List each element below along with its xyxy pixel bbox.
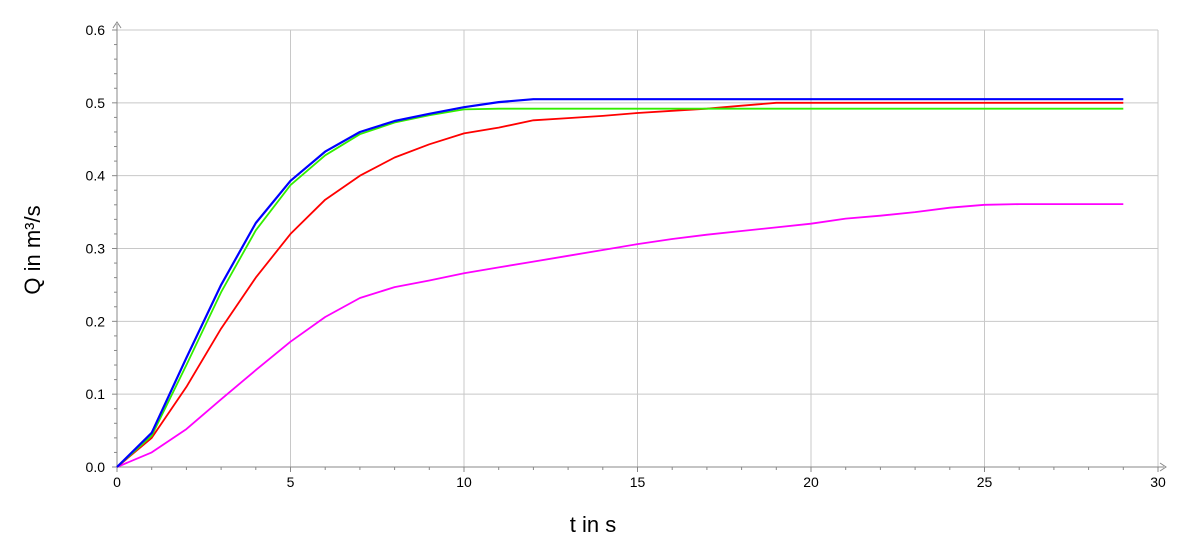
tick-labels: 0 5 10 15 20 25 30 0.0 0.1 0.2 0.3 0.4 0.5 0.6 — [86, 22, 1166, 490]
x-axis-label: t in s — [570, 512, 616, 537]
grid — [117, 29, 1159, 467]
x-tick-label: 5 — [287, 474, 295, 490]
x-tick-label: 0 — [113, 474, 121, 490]
series-line-3 — [116, 107, 1124, 468]
y-axis-label: Q in m³/s — [20, 205, 45, 294]
x-tick-label: 10 — [456, 474, 472, 490]
x-tick-label: 20 — [803, 474, 819, 490]
y-tick-label: 0.2 — [86, 313, 106, 329]
series-line-4 — [116, 98, 1124, 468]
y-tick-label: 0.6 — [86, 22, 106, 38]
x-tick-label: 30 — [1150, 474, 1166, 490]
x-axis-arrow-icon — [1159, 462, 1167, 472]
series-line-2 — [116, 101, 1124, 468]
x-tick-label: 25 — [977, 474, 993, 490]
y-tick-label: 0.0 — [86, 459, 106, 475]
series-line-1 — [116, 203, 1124, 468]
axes — [112, 21, 1167, 472]
y-tick-label: 0.1 — [86, 386, 106, 402]
y-tick-label: 0.5 — [86, 95, 106, 111]
y-tick-label: 0.3 — [86, 241, 106, 257]
y-axis-arrow-icon — [112, 21, 122, 29]
y-tick-label: 0.4 — [86, 168, 106, 184]
series-group — [116, 98, 1124, 468]
x-tick-label: 15 — [630, 474, 646, 490]
